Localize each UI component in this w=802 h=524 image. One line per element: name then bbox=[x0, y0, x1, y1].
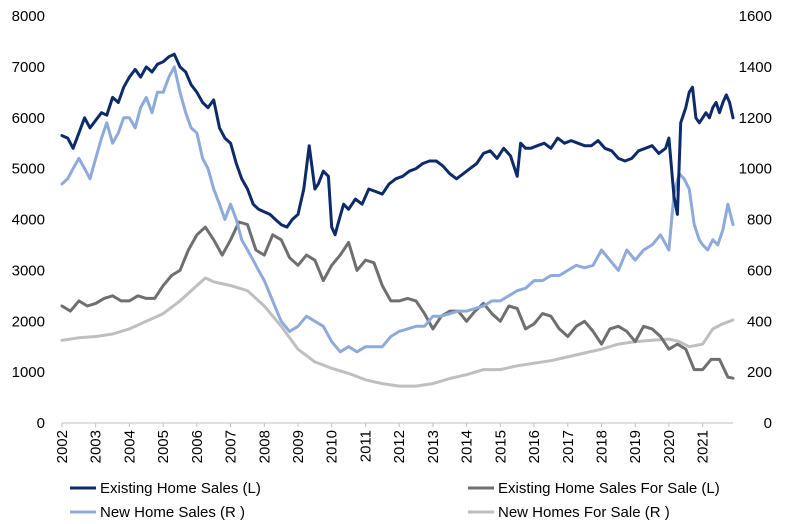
right-tick-label: 1600 bbox=[739, 8, 772, 25]
x-tick-label: 2009 bbox=[290, 430, 307, 463]
x-tick-label: 2019 bbox=[627, 430, 644, 463]
left-tick-label: 7000 bbox=[12, 59, 45, 76]
right-tick-label: 800 bbox=[747, 212, 772, 229]
x-tick-label: 2007 bbox=[223, 430, 240, 463]
left-axis-ticks: 0 1000 2000 3000 4000 5000 6000 7000 8000 bbox=[12, 8, 45, 432]
left-tick-label: 2000 bbox=[12, 313, 45, 330]
x-tick-label: 2004 bbox=[121, 430, 138, 463]
x-tick-label: 2002 bbox=[54, 430, 71, 463]
series-line-1 bbox=[60, 220, 735, 380]
x-tick-label: 2021 bbox=[695, 430, 712, 463]
x-axis-ticks: 2002 2003 2004 2005 2006 2007 2008 2009 2010 2011… bbox=[54, 423, 712, 463]
x-tick-label: 2014 bbox=[459, 430, 476, 463]
x-tick-label: 2003 bbox=[88, 430, 105, 463]
right-tick-label: 600 bbox=[747, 262, 772, 279]
right-tick-label: 0 bbox=[764, 415, 772, 432]
legend-label: Existing Home Sales (L) bbox=[100, 480, 261, 497]
right-tick-label: 1000 bbox=[739, 161, 772, 178]
legend-label: New Homes For Sale (R ) bbox=[498, 504, 670, 521]
legend-label: Existing Home Sales For Sale (L) bbox=[498, 480, 720, 497]
x-tick-label: 2017 bbox=[560, 430, 577, 463]
x-tick-label: 2018 bbox=[593, 430, 610, 463]
right-tick-label: 400 bbox=[747, 313, 772, 330]
x-tick-label: 2016 bbox=[526, 430, 543, 463]
left-tick-label: 3000 bbox=[12, 262, 45, 279]
x-tick-label: 2015 bbox=[492, 430, 509, 463]
series-line-2 bbox=[60, 65, 735, 354]
right-tick-label: 1200 bbox=[739, 110, 772, 127]
x-tick-label: 2011 bbox=[357, 430, 374, 462]
legend-label: New Home Sales (R ) bbox=[100, 504, 245, 521]
x-tick-label: 2013 bbox=[425, 430, 442, 463]
left-tick-label: 5000 bbox=[12, 161, 45, 178]
x-tick-label: 2006 bbox=[189, 430, 206, 463]
legend: Existing Home Sales (L) Existing Home Sal… bbox=[70, 480, 720, 521]
x-tick-label: 2020 bbox=[661, 430, 678, 463]
series-lines bbox=[60, 52, 735, 388]
x-tick-label: 2010 bbox=[324, 430, 341, 463]
x-tick-label: 2012 bbox=[391, 430, 408, 463]
right-axis-ticks: 0 200 400 600 800 1000 1200 1400 1600 bbox=[739, 8, 772, 432]
left-tick-label: 1000 bbox=[12, 364, 45, 381]
series-line-3 bbox=[60, 276, 735, 388]
series-line-0 bbox=[60, 52, 735, 237]
right-tick-label: 1400 bbox=[739, 59, 772, 76]
left-tick-label: 8000 bbox=[12, 8, 45, 25]
x-tick-label: 2005 bbox=[155, 430, 172, 463]
left-tick-label: 4000 bbox=[12, 212, 45, 229]
right-tick-label: 200 bbox=[747, 364, 772, 381]
left-tick-label: 6000 bbox=[12, 110, 45, 127]
left-tick-label: 0 bbox=[37, 415, 45, 432]
x-tick-label: 2008 bbox=[256, 430, 273, 463]
